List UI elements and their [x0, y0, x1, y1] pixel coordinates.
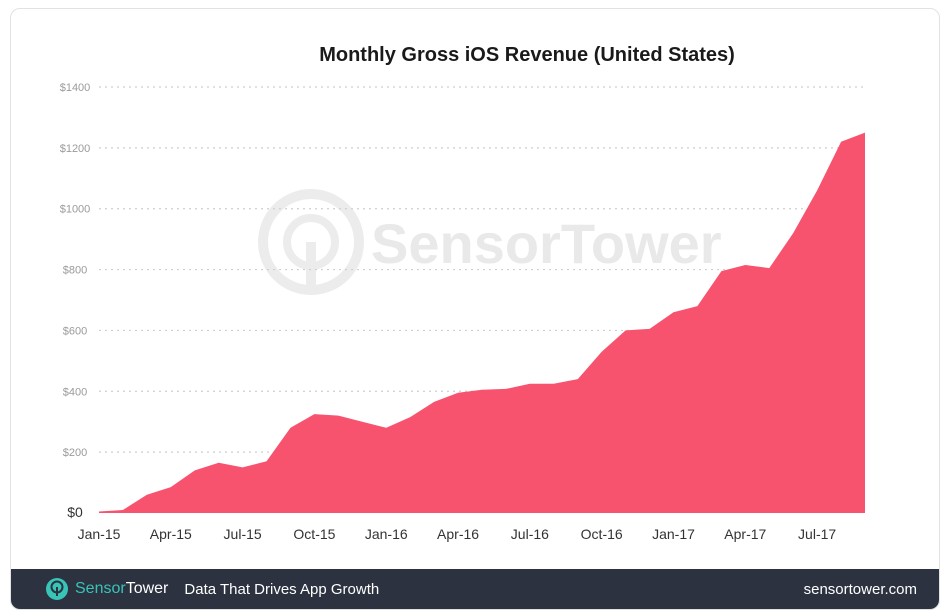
revenue-area-series [99, 132, 865, 513]
y-tick-label: $200 [63, 447, 87, 459]
x-tick-label: Apr-17 [724, 526, 766, 542]
footer-logo: Sensor Tower [45, 577, 168, 601]
footer-brand-tower: Tower [125, 580, 169, 597]
y-tick-label: $1400 [60, 82, 91, 94]
x-tick-label: Jul-17 [798, 526, 836, 542]
chart-card: SensorTower $0 $200 $400 $600 $800 $1000 $1200… [10, 8, 940, 610]
footer-brand-sensor: Sensor [75, 580, 126, 597]
x-tick-label: Jan-17 [652, 526, 695, 542]
y-tick-label: $0 [67, 504, 83, 520]
footer-site-link[interactable]: sensortower.com [803, 580, 917, 598]
y-tick-label: $600 [63, 325, 87, 337]
y-tick-label: $1000 [60, 204, 91, 216]
x-tick-label: Oct-16 [581, 526, 623, 542]
chart-title: Monthly Gross iOS Revenue (United States… [319, 44, 735, 66]
chart: SensorTower $0 $200 $400 $600 $800 $1000 $1200… [60, 44, 865, 542]
y-tick-label: $400 [63, 386, 87, 398]
x-tick-label: Jan-15 [78, 526, 121, 542]
footer-bar: Sensor Tower Data That Drives App Growth … [11, 569, 939, 609]
x-tick-label: Oct-15 [293, 526, 335, 542]
watermark-text: SensorTower [371, 212, 722, 275]
x-tick-label: Jul-15 [224, 526, 262, 542]
area-layer [99, 132, 865, 513]
x-tick-label: Jul-16 [511, 526, 549, 542]
y-tick-label: $800 [63, 265, 87, 277]
footer-tagline: Data That Drives App Growth [184, 580, 380, 598]
x-tick-label: Apr-16 [437, 526, 479, 542]
x-tick-label: Jan-16 [365, 526, 408, 542]
y-tick-label: $1200 [60, 143, 91, 155]
y-axis-ticks: $0 $200 $400 $600 $800 $1000 $1200 $1400 [60, 82, 91, 520]
watermark-logo-icon [258, 189, 364, 295]
x-axis-ticks: Jan-15 Apr-15 Jul-15 Oct-15 Jan-16 Apr-16 Jul-… [78, 526, 837, 542]
grid [99, 86, 865, 453]
watermark: SensorTower [258, 189, 722, 295]
sensortower-logo-icon [46, 578, 68, 600]
x-tick-label: Apr-15 [150, 526, 192, 542]
